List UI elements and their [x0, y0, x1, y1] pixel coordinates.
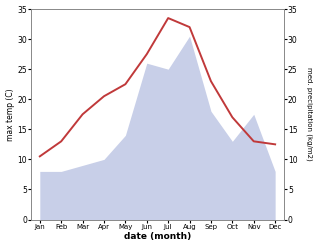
X-axis label: date (month): date (month) [124, 232, 191, 242]
Y-axis label: max temp (C): max temp (C) [5, 88, 15, 141]
Y-axis label: med. precipitation (kg/m2): med. precipitation (kg/m2) [306, 67, 313, 161]
